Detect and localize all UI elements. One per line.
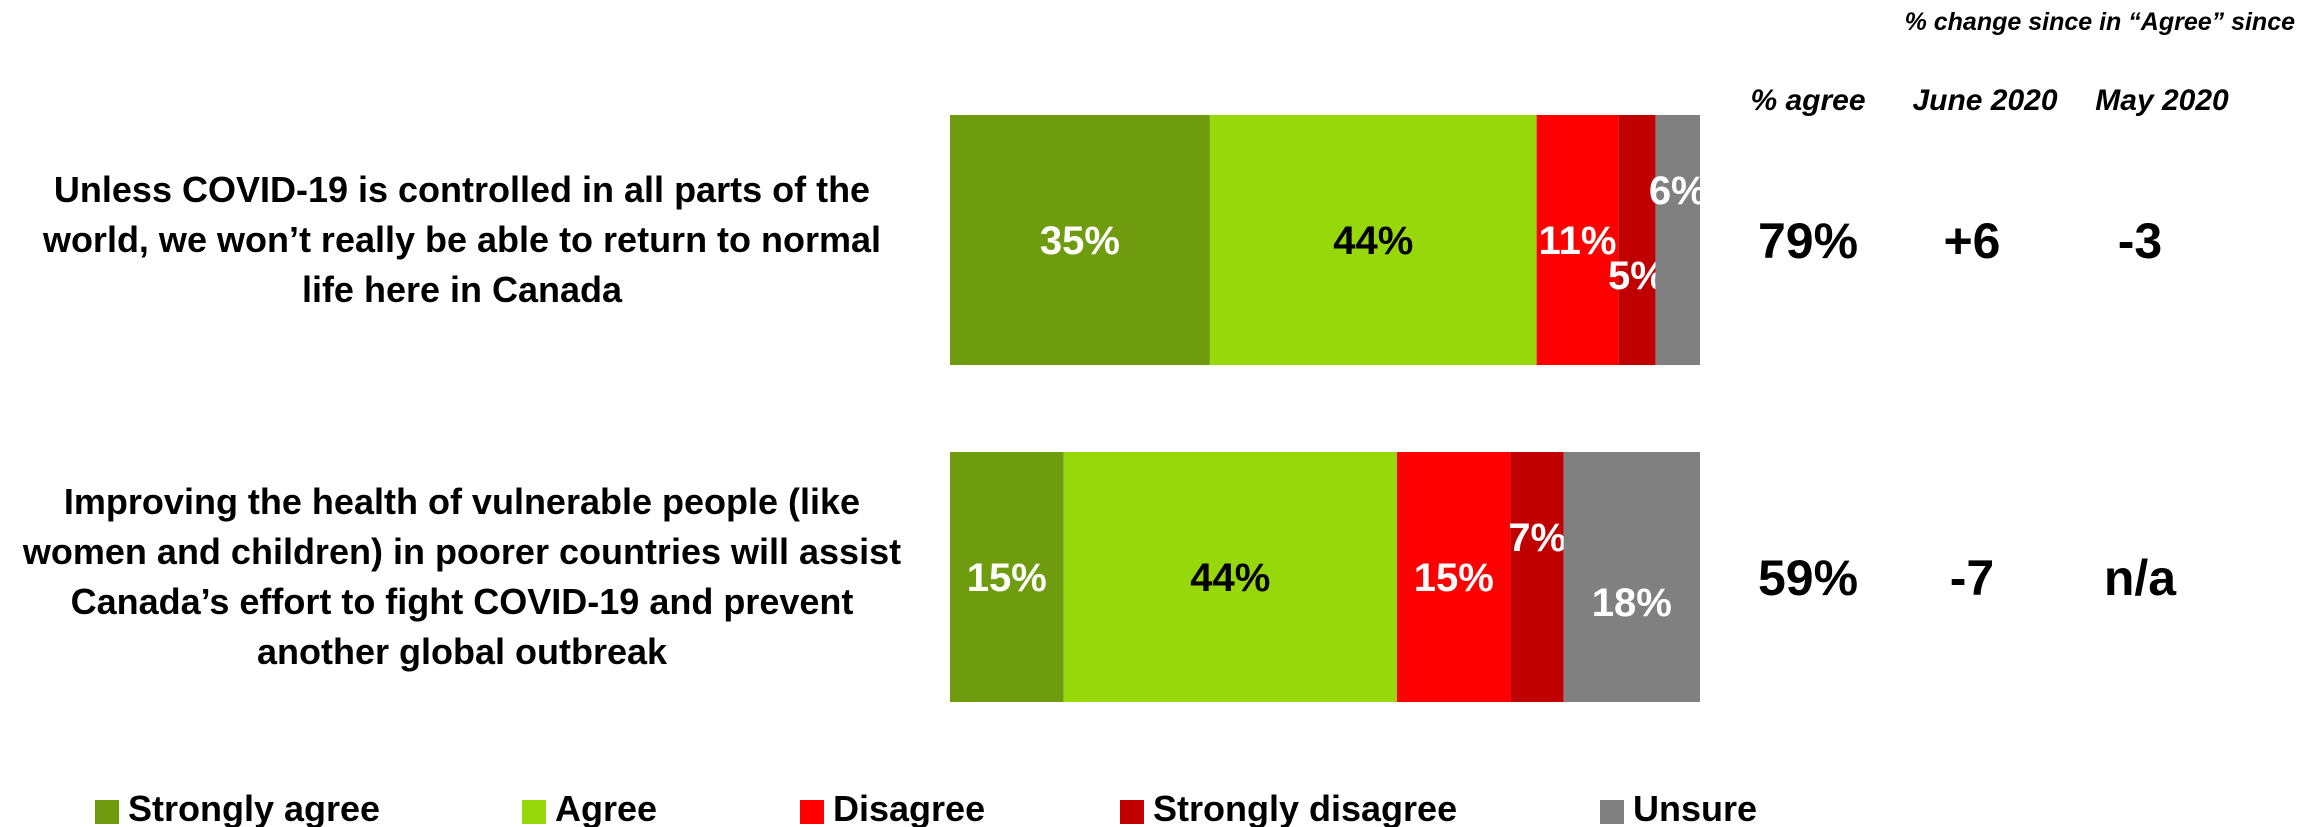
category-label-2-line-3: Canada’s effort to fight COVID-19 and pr… — [71, 581, 854, 622]
data-label-disagree-1: 11% — [1539, 219, 1617, 263]
table-top-header: % change since in “Agree” since — [1905, 8, 2296, 36]
legend-swatch-agree — [522, 800, 546, 824]
bar-segment-disagree-2 — [1396, 452, 1511, 702]
data-label-disagree-2: 15% — [1414, 556, 1494, 600]
table-value-row-1-col-3: -3 — [2118, 213, 2162, 269]
data-label-strongly-agree-2: 15% — [967, 556, 1047, 600]
table-column-header-3: May 2020 — [2095, 84, 2229, 117]
bar-segment-agree-2 — [1063, 452, 1397, 702]
data-label-unsure-1: 6% — [1649, 169, 1707, 213]
legend-label-strongly-agree: Strongly agree — [128, 788, 380, 827]
category-label-2-line-1: Improving the health of vulnerable peopl… — [64, 481, 860, 522]
bar-segment-strongly-agree-1 — [950, 115, 1210, 365]
legend-swatch-strongly-disagree — [1120, 800, 1144, 824]
data-label-unsure-2: 18% — [1592, 581, 1672, 625]
category-label-2-line-2: women and children) in poorer countries … — [22, 531, 901, 572]
bar-segment-unsure-1 — [1655, 115, 1700, 365]
bar-segment-strongly-disagree-1 — [1618, 115, 1656, 365]
table-value-row-1-col-2: +6 — [1943, 213, 2000, 269]
bar-segment-strongly-agree-2 — [950, 452, 1064, 702]
bar-segment-strongly-disagree-2 — [1510, 452, 1564, 702]
data-label-strongly-disagree-2: 7% — [1508, 516, 1566, 560]
legend-label-strongly-disagree: Strongly disagree — [1153, 788, 1457, 827]
legend-label-agree: Agree — [555, 788, 657, 827]
data-label-agree-1: 44% — [1333, 219, 1413, 263]
category-label-1-line-1: Unless COVID-19 is controlled in all par… — [54, 169, 870, 210]
bar-segment-unsure-2 — [1563, 452, 1700, 702]
table-value-row-2-col-1: 59% — [1758, 550, 1858, 606]
table-column-header-1: % agree — [1750, 84, 1865, 117]
legend-swatch-unsure — [1600, 800, 1624, 824]
bar-segment-agree-1 — [1209, 115, 1537, 365]
table-column-header-2: June 2020 — [1912, 84, 2057, 117]
table-value-row-2-col-2: -7 — [1950, 550, 1994, 606]
table-value-row-1-col-1: 79% — [1758, 213, 1858, 269]
legend-swatch-disagree — [800, 800, 824, 824]
category-label-1-line-2: world, we won’t really be able to return… — [42, 219, 881, 260]
data-label-agree-2: 44% — [1190, 556, 1270, 600]
legend-label-unsure: Unsure — [1633, 788, 1757, 827]
legend-swatch-strongly-agree — [95, 800, 119, 824]
category-label-1-line-3: life here in Canada — [302, 269, 623, 310]
table-value-row-2-col-3: n/a — [2104, 550, 2177, 606]
data-label-strongly-agree-1: 35% — [1040, 219, 1120, 263]
bar-segment-disagree-1 — [1536, 115, 1619, 365]
category-label-2-line-4: another global outbreak — [257, 631, 668, 672]
legend-label-disagree: Disagree — [833, 788, 985, 827]
